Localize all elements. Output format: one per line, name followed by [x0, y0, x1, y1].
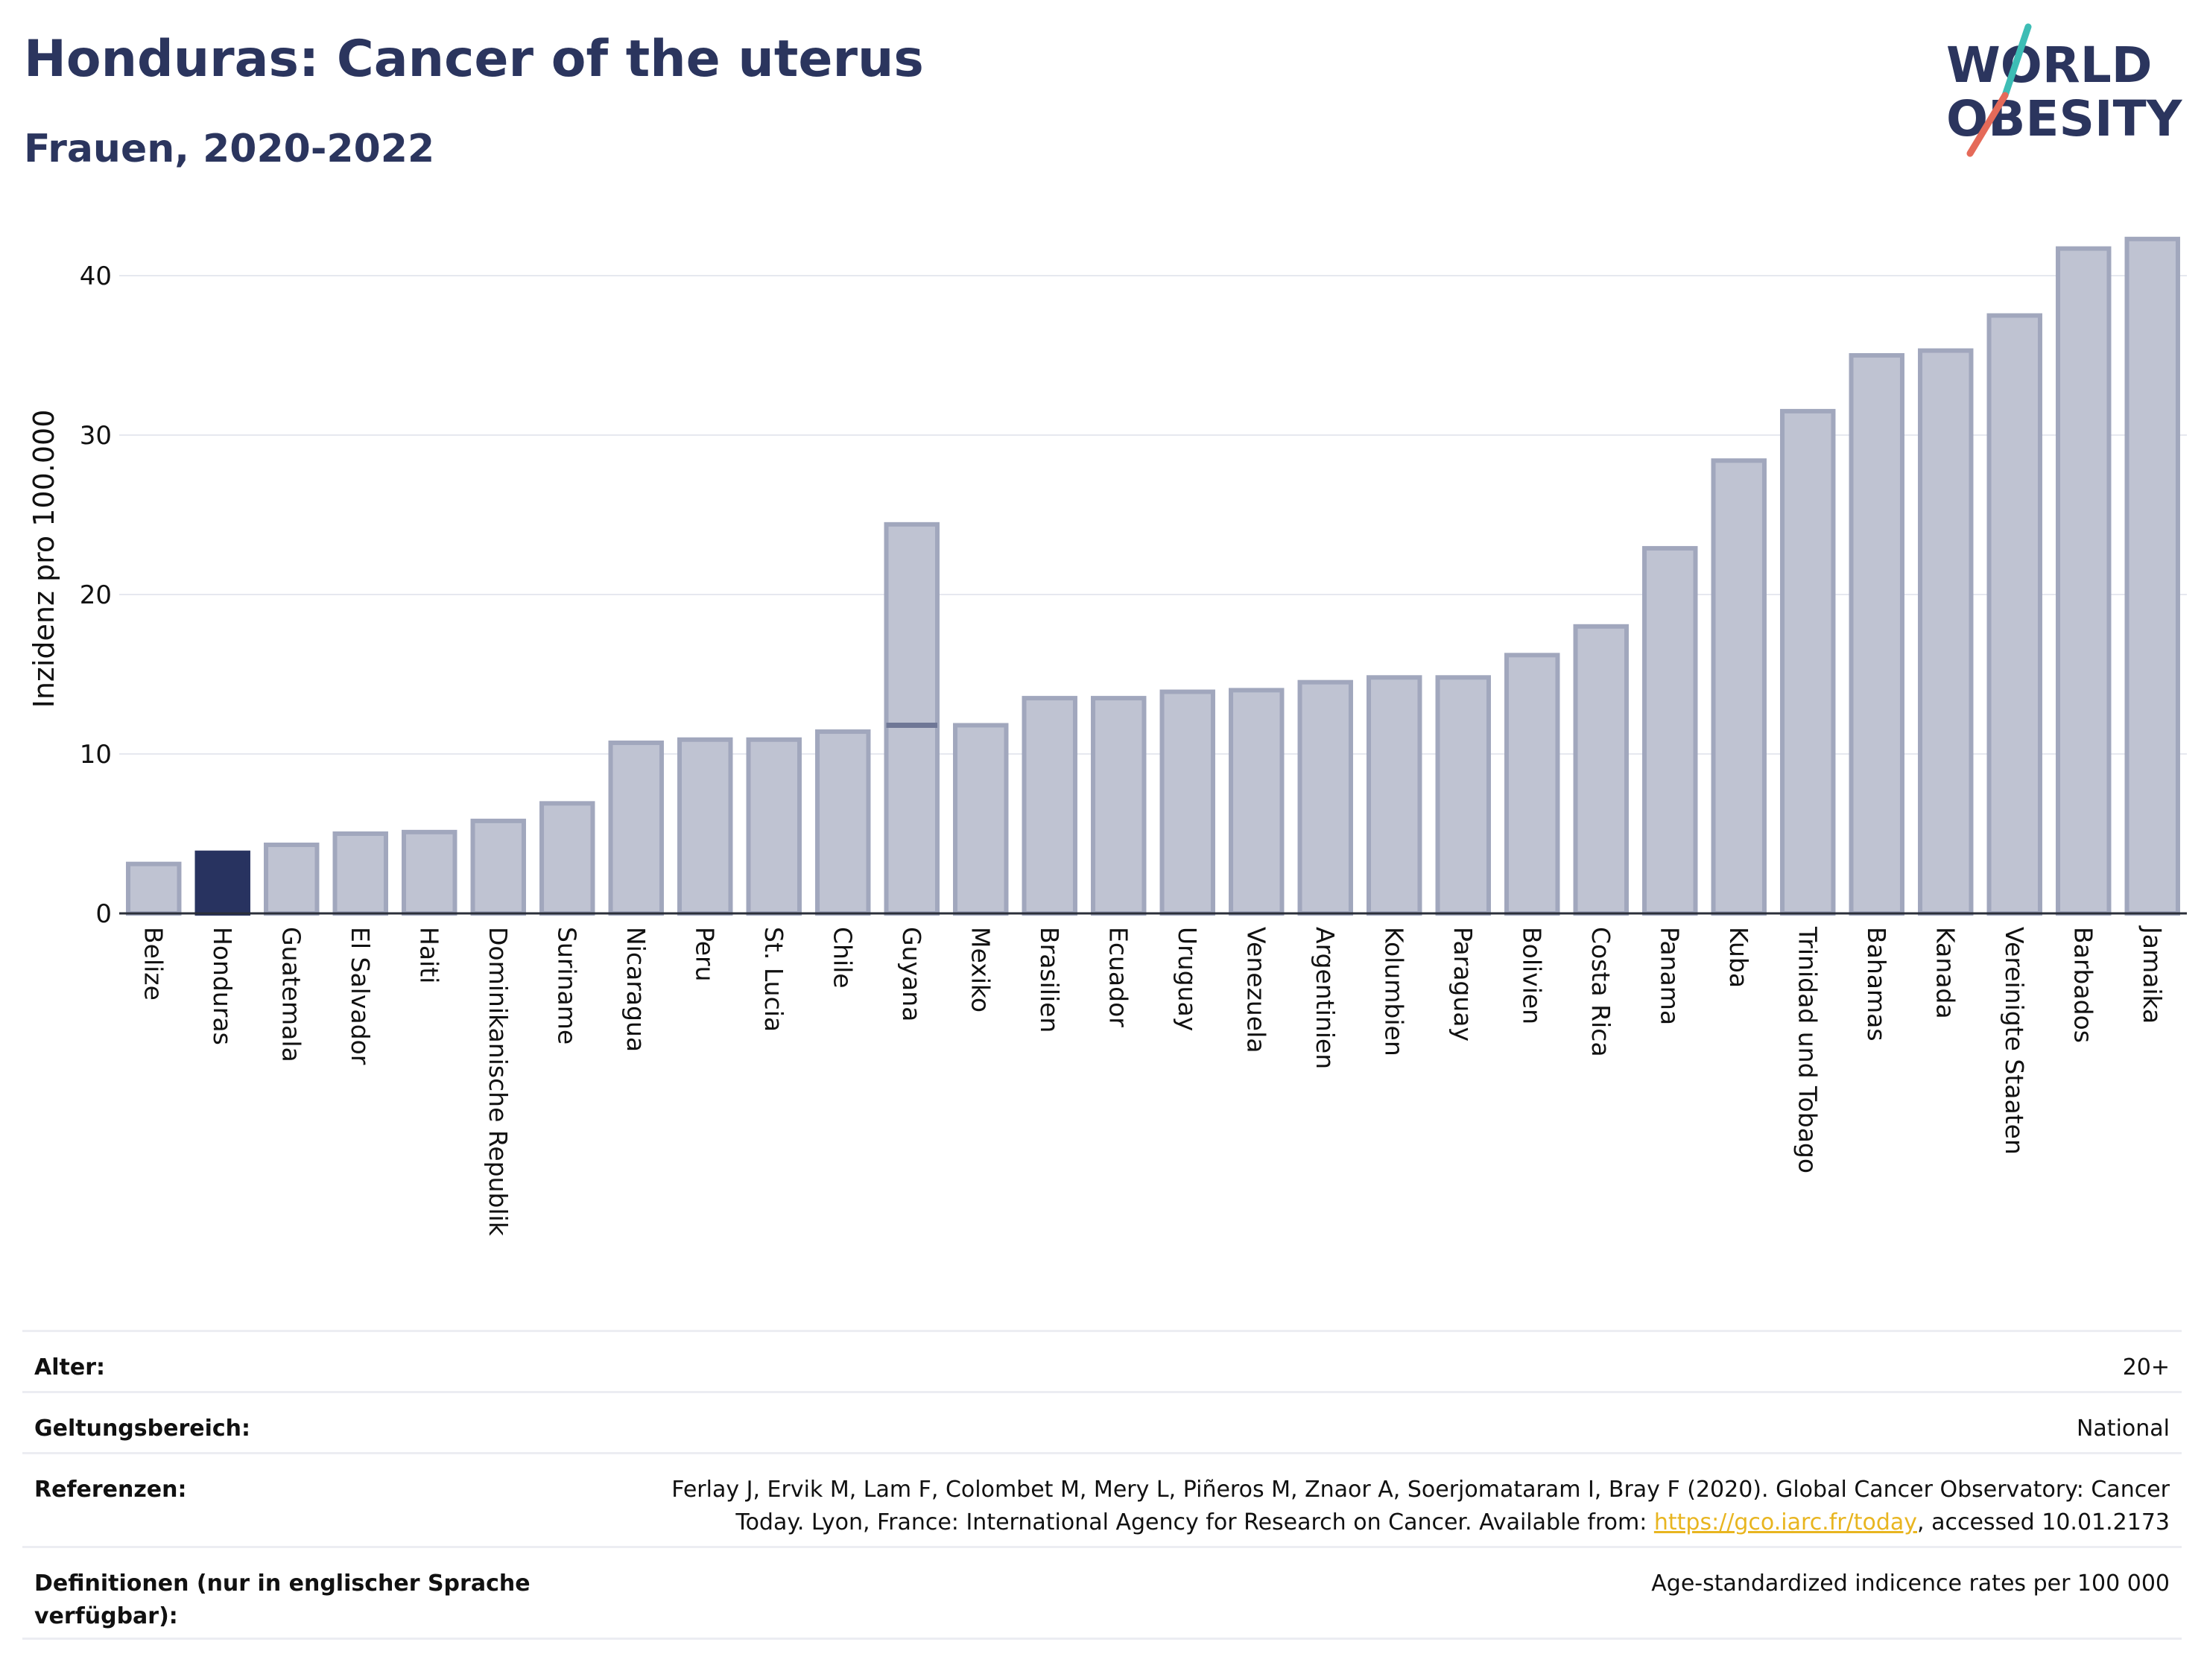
y-tick-label: 10	[80, 740, 112, 770]
x-category-label: Honduras	[208, 927, 237, 1045]
x-category-label: Costa Rica	[1586, 927, 1615, 1057]
bar-kuba[interactable]	[1711, 458, 1767, 916]
bar-chart: 0 10 20 30 40 Belize Honduras Guatemala El Salv…	[28, 236, 2187, 1237]
bar-mexiko[interactable]	[953, 723, 1009, 916]
x-category-label: Uruguay	[1173, 927, 1202, 1031]
references-value: Ferlay J, Ervik M, Lam F, Colombet M, Me…	[671, 1474, 2170, 1539]
y-tick-label: 0	[95, 899, 112, 929]
x-category-label: El Salvador	[346, 927, 375, 1065]
x-category-label: Vereinigte Staaten	[2000, 927, 2029, 1155]
x-category-labels: Belize Honduras Guatemala El Salvador Haiti D…	[139, 925, 2167, 1237]
reference-text-2: Today. Lyon, France: International Agenc…	[735, 1509, 1654, 1535]
chart-subtitle: Frauen, 2020-2022	[24, 127, 435, 171]
x-category-label: Brasilien	[1035, 927, 1064, 1033]
y-tick-label: 20	[80, 580, 112, 610]
logo-line1: WORLD	[1946, 37, 2153, 94]
x-category-label: Haiti	[414, 927, 443, 983]
bar-uruguay[interactable]	[1159, 689, 1215, 916]
reference-text-3: , accessed 10.01.2173	[1917, 1509, 2170, 1535]
logo-slash-teal	[2001, 23, 2032, 99]
bars	[126, 236, 2180, 916]
x-category-label: Suriname	[552, 927, 581, 1045]
bar-paraguay[interactable]	[1435, 675, 1491, 916]
x-category-label: Jamaika	[2138, 925, 2167, 1024]
bar-costa-rica[interactable]	[1573, 624, 1629, 916]
x-category-label: Panama	[1655, 927, 1684, 1025]
reference-link[interactable]: https://gco.iarc.fr/today	[1653, 1509, 1918, 1535]
bar-chile[interactable]	[815, 729, 871, 916]
bar-peru[interactable]	[677, 737, 733, 916]
bar-bahamas[interactable]	[1849, 353, 1904, 916]
chart-title: Honduras: Cancer of the uterus	[24, 30, 924, 89]
bar-nicaragua[interactable]	[608, 741, 664, 916]
x-category-label: Paraguay	[1448, 927, 1478, 1042]
bar-guyana[interactable]	[884, 522, 940, 916]
x-category-label: Argentinien	[1311, 927, 1340, 1069]
x-category-label: Bolivien	[1517, 927, 1546, 1024]
x-category-label: Nicaragua	[621, 927, 650, 1052]
bar-jamaika[interactable]	[2124, 236, 2180, 916]
definitions-value: Age-standardized indicence rates per 100…	[1651, 1570, 2170, 1597]
x-category-label: St. Lucia	[759, 927, 788, 1032]
logo-line2: OBESITY	[1946, 90, 2183, 148]
x-category-label: Peru	[690, 927, 719, 982]
bar-guatemala[interactable]	[264, 842, 320, 916]
x-category-label: Kanada	[1931, 927, 1960, 1019]
info-row-age: Alter: 20+	[22, 1330, 2182, 1391]
x-category-label: Guyana	[897, 927, 926, 1021]
info-table: Alter: 20+ Geltungsbereich: National Ref…	[22, 1330, 2182, 1640]
x-category-label: Bahamas	[1862, 927, 1891, 1042]
info-row-scope: Geltungsbereich: National	[22, 1391, 2182, 1452]
scope-value: National	[2076, 1416, 2170, 1442]
bar-barbados[interactable]	[2056, 246, 2112, 916]
x-category-label: Kuba	[1724, 927, 1753, 988]
bar-haiti[interactable]	[402, 829, 457, 916]
info-row-references: Referenzen: Ferlay J, Ervik M, Lam F, Co…	[22, 1452, 2182, 1546]
gridlines	[119, 275, 2187, 755]
bar-honduras[interactable]	[194, 850, 250, 916]
bar-suriname[interactable]	[539, 801, 595, 916]
x-category-label: Guatemala	[276, 927, 305, 1062]
logo-slash-red	[1966, 92, 2009, 157]
bar-bolivien[interactable]	[1504, 653, 1560, 916]
reference-text-1: Ferlay J, Ervik M, Lam F, Colombet M, Me…	[671, 1477, 2170, 1503]
bar-venezuela[interactable]	[1229, 688, 1285, 916]
bar-vereinigte-staaten[interactable]	[1986, 313, 2042, 916]
scope-label: Geltungsbereich:	[34, 1416, 251, 1442]
bar-dominikanische-republik[interactable]	[470, 818, 526, 916]
y-tick-label: 30	[80, 421, 112, 451]
bar-el-salvador[interactable]	[332, 831, 388, 916]
bar-argentinien[interactable]	[1297, 679, 1353, 916]
x-category-label: Belize	[139, 927, 168, 1001]
bar-trinidad-und-tobago[interactable]	[1780, 408, 1836, 916]
x-category-label: Venezuela	[1241, 927, 1270, 1053]
x-category-label: Mexiko	[966, 927, 995, 1012]
bar-ecuador[interactable]	[1091, 696, 1147, 916]
x-category-label: Barbados	[2068, 927, 2097, 1043]
definitions-label: Definitionen (nur in englischer Sprache …	[34, 1570, 531, 1629]
bar-kanada[interactable]	[1918, 348, 1974, 916]
y-axis-title: Inzidenz pro 100.000	[28, 410, 60, 709]
age-label: Alter:	[34, 1354, 105, 1381]
bar-st-lucia[interactable]	[746, 737, 802, 916]
references-label: Referenzen:	[34, 1477, 187, 1503]
x-category-label: Chile	[828, 927, 857, 989]
y-tick-labels: 0 10 20 30 40	[80, 261, 112, 929]
bar-brasilien[interactable]	[1022, 696, 1077, 916]
age-value: 20+	[2122, 1354, 2170, 1381]
bar-panama[interactable]	[1642, 545, 1698, 916]
y-tick-label: 40	[80, 261, 112, 291]
bar-kolumbien[interactable]	[1367, 675, 1422, 916]
x-category-label: Ecuador	[1103, 927, 1133, 1027]
info-row-definitions: Definitionen (nur in englischer Sprache …	[22, 1546, 2182, 1640]
bar-belize[interactable]	[126, 861, 182, 916]
x-category-label: Trinidad und Tobago	[1793, 926, 1822, 1173]
world-obesity-logo: WORLD OBESITY	[1946, 23, 2183, 157]
x-category-label: Kolumbien	[1379, 927, 1408, 1056]
x-category-label: Dominikanische Republik	[484, 927, 513, 1237]
